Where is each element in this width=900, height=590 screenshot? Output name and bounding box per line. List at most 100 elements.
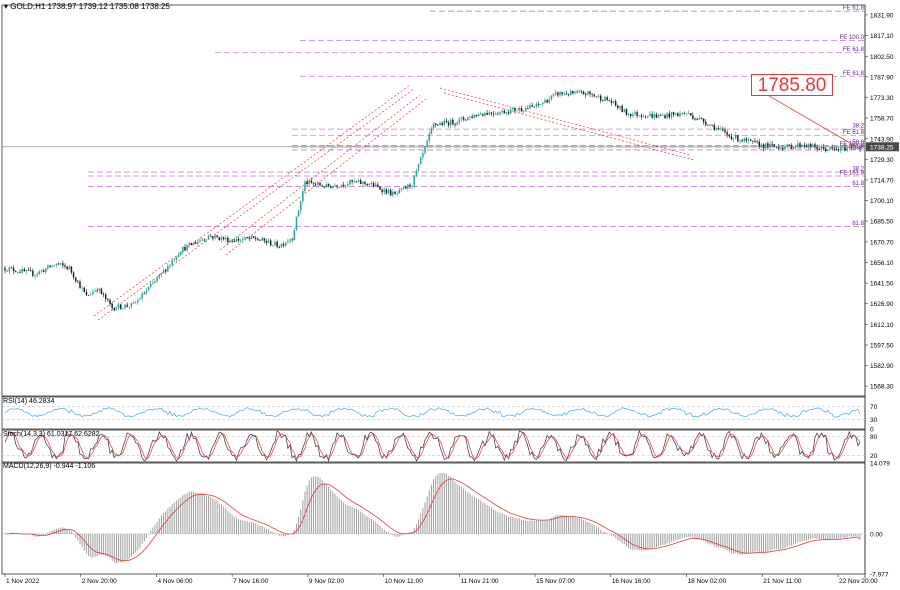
candle-body (752, 140, 754, 142)
candle-body (404, 187, 407, 189)
candle-body (197, 241, 199, 244)
candle-body (674, 113, 677, 115)
candle-body (284, 242, 287, 246)
symbol-header[interactable]: ▾ GOLD,H1 1738.97 1739.12 1735.08 1738.2… (4, 2, 170, 11)
candle-body (214, 235, 216, 239)
candle-body (563, 93, 566, 95)
candle-body (625, 109, 628, 115)
candle-body (194, 242, 197, 244)
time-tick-label: 21 Nov 11:00 (763, 578, 802, 585)
candle-body (492, 113, 495, 115)
candle-body (265, 240, 268, 243)
price-tick-label: 1714.70 (870, 177, 894, 184)
candle-body (252, 236, 255, 238)
candle-body (557, 92, 559, 96)
candle-body (344, 185, 347, 187)
candle-body (205, 239, 208, 241)
candle-body (559, 92, 561, 96)
candle-body (274, 241, 276, 245)
candle-body (115, 308, 118, 311)
candle-body (844, 146, 846, 151)
candle-body (801, 145, 803, 147)
candle-body (87, 294, 90, 296)
candle-body (231, 240, 233, 242)
candle-body (707, 124, 709, 126)
candle-body (207, 235, 210, 240)
candle-body (797, 143, 799, 146)
candle-body (372, 182, 375, 187)
dropdown-triangle-icon[interactable]: ▾ (4, 2, 9, 11)
candle-body (51, 265, 53, 268)
candle-body (582, 91, 585, 95)
candle-body (833, 148, 836, 150)
candle-body (464, 119, 467, 121)
candle-body (158, 274, 161, 278)
candle-body (503, 110, 506, 114)
candle-body (340, 184, 343, 187)
candle-body (739, 140, 741, 142)
candle-body (156, 277, 158, 282)
candle-body (679, 113, 681, 117)
candle-body (651, 113, 653, 118)
candle-body (89, 294, 92, 296)
pane-frames (1, 4, 866, 578)
candle-body (164, 270, 167, 272)
candle-body (357, 180, 360, 182)
macd-label: MACD(12,26,9) -0.944 -1.106 (3, 463, 96, 470)
candle-body (668, 113, 671, 118)
candle-body (644, 116, 647, 118)
candle-body (741, 140, 743, 142)
candle-body (49, 265, 51, 268)
candle-body (259, 240, 261, 241)
candle-body (629, 113, 632, 116)
candle-body (608, 100, 611, 101)
candle-body (387, 189, 390, 194)
candle-body (531, 105, 533, 107)
candle-body (130, 302, 133, 307)
candle-body (732, 138, 735, 140)
candle-body (709, 124, 711, 126)
candle-body (167, 265, 169, 272)
candle-body (216, 235, 218, 238)
candle-body (321, 185, 323, 187)
candle-body (14, 271, 17, 273)
candle-body (111, 303, 113, 308)
candle-body (477, 114, 480, 117)
candle-body (441, 123, 443, 126)
candle-body (638, 115, 641, 117)
candle-body (398, 189, 401, 194)
candle-body (122, 308, 124, 309)
candle-body (848, 146, 851, 148)
candle-body (229, 240, 231, 243)
time-tick-label: 10 Nov 11:00 (385, 578, 424, 585)
candle-body (79, 281, 81, 289)
candle-body (479, 113, 482, 115)
candle-body (621, 106, 623, 112)
candle-body (550, 95, 553, 100)
channel-line (439, 87, 691, 156)
candle-body (53, 265, 56, 267)
channel-line (93, 84, 411, 317)
candle-body (458, 118, 461, 123)
candle-body (349, 180, 351, 185)
candle-body (402, 187, 405, 189)
price-tick-label: 1700.10 (870, 198, 894, 205)
price-tick-label: 1787.90 (870, 74, 894, 81)
candle-body (754, 140, 756, 142)
candle-body (719, 128, 722, 130)
candle-body (764, 143, 767, 149)
candle-body (799, 143, 801, 147)
candle-body (154, 281, 156, 283)
candle-body (364, 181, 366, 184)
candle-body (619, 106, 621, 108)
candle-body (134, 302, 137, 304)
candle-body (790, 145, 793, 149)
candle-body (837, 149, 840, 151)
stochastic-k-line (4, 429, 861, 463)
rsi-pane: 70 30 0 (2, 404, 878, 434)
candle-body (854, 148, 857, 149)
candle-body (687, 113, 690, 114)
candle-body (83, 287, 86, 292)
candle-body (734, 135, 737, 139)
